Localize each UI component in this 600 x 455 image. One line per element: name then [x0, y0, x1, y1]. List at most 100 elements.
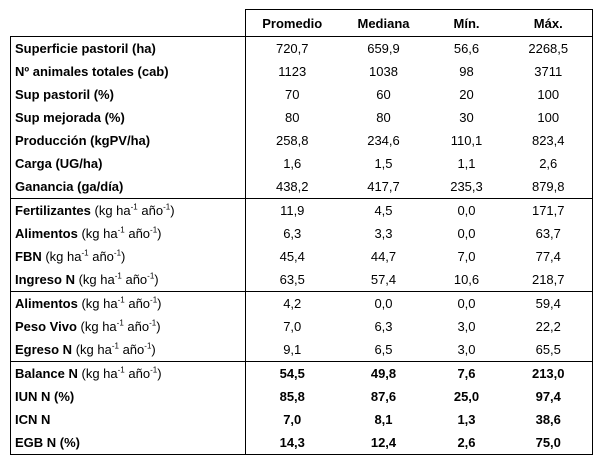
table-row: Carga (UG/ha) 1,6 1,5 1,1 2,6: [10, 152, 593, 175]
cell-promedio: 80: [285, 110, 300, 125]
row-unit: año: [118, 342, 145, 357]
cell-max: 100: [504, 106, 593, 129]
cell-promedio: 63,5: [279, 272, 305, 287]
row-unit: (kg ha: [75, 342, 112, 357]
unit-exponent: -1: [163, 202, 171, 212]
table-row: Ganancia (ga/día) 438,2 417,7 235,3 879,…: [10, 175, 593, 199]
row-label-text: FBN: [15, 249, 42, 264]
row-label: ICN N: [10, 408, 246, 431]
cell-max: 77,4: [504, 245, 593, 268]
row-unit: (kg ha: [78, 272, 115, 287]
cell-promedio: 70: [285, 87, 300, 102]
row-label: Ingreso N (kg ha-1 año-1): [10, 268, 246, 292]
row-unit: año: [123, 319, 150, 334]
row-unit: (kg ha: [81, 226, 118, 241]
cell-min: 0,0: [457, 296, 476, 311]
cell-min: 30: [459, 110, 474, 125]
row-label: IUN N (%): [10, 385, 246, 408]
header-mediana: Mediana: [338, 9, 429, 37]
unit-exponent: -1: [117, 365, 125, 375]
cell-max: 218,7: [504, 268, 593, 292]
header-promedio: Promedio: [245, 9, 339, 37]
row-unit: ): [156, 319, 161, 334]
table-row: Fertilizantes (kg ha-1 año-1) 11,9 4,5 0…: [10, 198, 593, 222]
cell-min: 3,0: [457, 342, 476, 357]
cell-mediana: 60: [376, 87, 391, 102]
cell-max: 171,7: [504, 198, 593, 222]
row-label: Carga (UG/ha): [10, 152, 246, 175]
cell-min: 3,0: [457, 319, 476, 334]
row-label: Balance N (kg ha-1 año-1): [10, 361, 246, 385]
cell-mediana: 49,8: [370, 366, 397, 381]
cell-promedio: 7,0: [283, 319, 302, 334]
row-unit: ): [157, 366, 162, 381]
unit-exponent: -1: [147, 271, 155, 281]
cell-mediana: 12,4: [338, 431, 429, 455]
cell-promedio: 6,3: [283, 226, 302, 241]
cell-min: 1,3: [457, 412, 476, 427]
cell-min: 7,0: [457, 249, 476, 264]
table-row: Sup pastoril (%) 70 60 20 100: [10, 83, 593, 106]
cell-min: 1,1: [457, 156, 476, 171]
cell-mediana: 4,5: [374, 203, 393, 218]
row-unit: ): [151, 342, 156, 357]
cell-mediana: 44,7: [370, 249, 397, 264]
row-unit: año: [124, 226, 151, 241]
cell-mediana: 0,0: [374, 296, 393, 311]
cell-max: 97,4: [504, 385, 593, 408]
cell-max: 63,7: [504, 222, 593, 245]
row-label: Nº animales totales (cab): [10, 60, 246, 83]
table-row: ICN N 7,0 8,1 1,3 38,6: [10, 408, 593, 431]
cell-mediana: 80: [376, 110, 391, 125]
cell-promedio: 85,8: [279, 389, 305, 404]
cell-promedio: 14,3: [245, 431, 339, 455]
table-row: Superficie pastoril (ha) 720,7 659,9 56,…: [10, 36, 593, 60]
cell-max: 75,0: [504, 431, 593, 455]
cell-min: 0,0: [457, 226, 476, 241]
cell-promedio: 7,0: [283, 412, 302, 427]
unit-exponent: -1: [144, 341, 152, 351]
table-row: Sup mejorada (%) 80 80 30 100: [10, 106, 593, 129]
header-empty-cell: [10, 9, 246, 37]
unit-exponent: -1: [111, 341, 119, 351]
row-label: FBN (kg ha-1 año-1): [10, 245, 246, 268]
table-row: Balance N (kg ha-1 año-1) 54,5 49,8 7,6 …: [10, 361, 593, 385]
unit-exponent: -1: [150, 295, 158, 305]
cell-mediana: 57,4: [370, 272, 397, 287]
row-unit: (kg ha: [45, 249, 82, 264]
row-unit: ): [157, 296, 162, 311]
group-ingresos: Fertilizantes (kg ha-1 año-1) 11,9 4,5 0…: [10, 198, 593, 292]
cell-mediana: 659,9: [367, 41, 400, 56]
cell-mediana: 8,1: [374, 412, 393, 427]
row-unit: (kg ha: [94, 203, 131, 218]
cell-min: 7,6: [457, 366, 476, 381]
unit-exponent: -1: [114, 271, 122, 281]
cell-min: 25,0: [453, 389, 480, 404]
row-label-text: Balance N: [15, 366, 78, 381]
cell-mediana: 234,6: [367, 133, 400, 148]
table-row: FBN (kg ha-1 año-1) 45,4 44,7 7,0 77,4: [10, 245, 593, 268]
unit-exponent: -1: [117, 295, 125, 305]
cell-max: 3711: [504, 60, 593, 83]
group-general: Superficie pastoril (ha) 720,7 659,9 56,…: [10, 36, 593, 199]
row-label: Alimentos (kg ha-1 año-1): [10, 291, 246, 315]
table-row: IUN N (%) 85,8 87,6 25,0 97,4: [10, 385, 593, 408]
row-label: EGB N (%): [10, 431, 246, 455]
header-row: Promedio Mediana Mín. Máx.: [10, 9, 593, 37]
cell-promedio: 9,1: [283, 342, 302, 357]
unit-exponent: -1: [81, 248, 89, 258]
row-label: Sup mejorada (%): [10, 106, 246, 129]
row-label: Peso Vivo (kg ha-1 año-1): [10, 315, 246, 338]
cell-promedio: 11,9: [280, 203, 305, 218]
row-unit: año: [88, 249, 114, 264]
unit-exponent: -1: [117, 225, 125, 235]
cell-promedio: 438,2: [275, 179, 309, 194]
row-label-text: Alimentos: [15, 296, 78, 311]
cell-max: 213,0: [504, 361, 593, 385]
cell-promedio: 45,4: [279, 249, 305, 264]
unit-exponent: -1: [149, 318, 157, 328]
group-balance: Balance N (kg ha-1 año-1) 54,5 49,8 7,6 …: [10, 361, 593, 455]
row-unit: año: [137, 203, 164, 218]
cell-min: 2,6: [428, 431, 505, 455]
group-egresos: Alimentos (kg ha-1 año-1) 4,2 0,0 0,0 59…: [10, 291, 593, 362]
